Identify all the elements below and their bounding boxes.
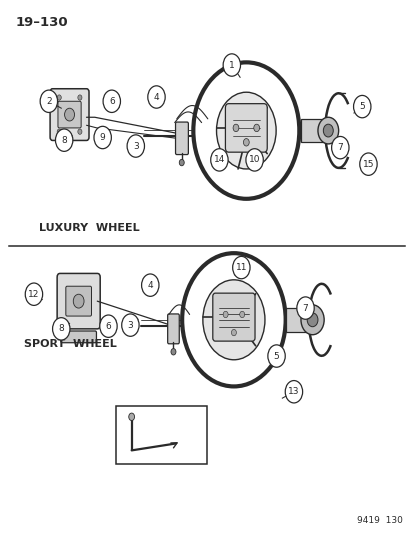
Circle shape	[296, 297, 313, 319]
Circle shape	[141, 274, 159, 296]
Circle shape	[223, 311, 228, 318]
Circle shape	[331, 136, 348, 159]
Text: 7: 7	[302, 304, 308, 312]
FancyBboxPatch shape	[301, 119, 328, 142]
Circle shape	[57, 95, 61, 100]
Circle shape	[253, 124, 259, 132]
Circle shape	[25, 283, 43, 305]
Text: 19–130: 19–130	[16, 16, 68, 29]
Circle shape	[216, 92, 275, 169]
Text: 8: 8	[61, 136, 67, 144]
Text: 12: 12	[28, 290, 40, 298]
Circle shape	[243, 139, 249, 146]
Circle shape	[147, 86, 165, 108]
Text: 11: 11	[235, 263, 247, 272]
Text: 7: 7	[337, 143, 342, 152]
Circle shape	[233, 124, 238, 132]
Circle shape	[128, 413, 134, 421]
Circle shape	[171, 349, 176, 355]
Circle shape	[100, 315, 117, 337]
Text: 9419  130: 9419 130	[356, 516, 401, 525]
Text: 6: 6	[109, 97, 114, 106]
Text: 5: 5	[273, 352, 279, 360]
Circle shape	[78, 95, 82, 100]
Circle shape	[317, 117, 338, 144]
Text: 3: 3	[133, 142, 138, 150]
Circle shape	[57, 129, 61, 134]
FancyBboxPatch shape	[57, 273, 100, 329]
FancyBboxPatch shape	[167, 314, 179, 344]
FancyBboxPatch shape	[61, 331, 96, 343]
Circle shape	[285, 381, 302, 403]
Circle shape	[210, 149, 228, 171]
FancyBboxPatch shape	[116, 406, 206, 464]
Circle shape	[267, 345, 285, 367]
Text: 3: 3	[127, 321, 133, 329]
FancyBboxPatch shape	[225, 103, 267, 152]
FancyBboxPatch shape	[58, 101, 81, 128]
FancyBboxPatch shape	[50, 88, 89, 140]
Circle shape	[121, 314, 139, 336]
Circle shape	[202, 280, 264, 360]
Circle shape	[231, 329, 236, 336]
Text: 4: 4	[147, 281, 153, 289]
Text: 10: 10	[248, 156, 260, 164]
Circle shape	[245, 149, 263, 171]
Circle shape	[94, 126, 111, 149]
Text: 15: 15	[362, 160, 373, 168]
Circle shape	[78, 129, 82, 134]
Circle shape	[127, 135, 144, 157]
Circle shape	[223, 54, 240, 76]
Circle shape	[323, 124, 332, 137]
FancyBboxPatch shape	[285, 308, 312, 332]
Text: 4: 4	[153, 93, 159, 101]
Text: 8: 8	[58, 325, 64, 333]
Text: LUXURY  WHEEL: LUXURY WHEEL	[39, 223, 140, 233]
Text: SPORT  WHEEL: SPORT WHEEL	[24, 339, 116, 349]
Text: 2: 2	[46, 97, 52, 106]
Circle shape	[103, 90, 120, 112]
Circle shape	[52, 318, 70, 340]
FancyBboxPatch shape	[66, 286, 91, 316]
Circle shape	[306, 313, 317, 327]
Circle shape	[179, 159, 184, 166]
Circle shape	[64, 108, 74, 121]
Circle shape	[55, 129, 73, 151]
Text: 9: 9	[100, 133, 105, 142]
FancyBboxPatch shape	[175, 122, 188, 155]
Text: 14: 14	[213, 156, 225, 164]
Text: 1: 1	[228, 61, 234, 69]
Circle shape	[300, 305, 323, 335]
FancyBboxPatch shape	[212, 293, 254, 341]
Text: 13: 13	[287, 387, 299, 396]
Circle shape	[40, 90, 57, 112]
Circle shape	[353, 95, 370, 118]
Circle shape	[359, 153, 376, 175]
Circle shape	[73, 294, 84, 308]
Text: 6: 6	[105, 322, 111, 330]
Text: 5: 5	[358, 102, 364, 111]
Circle shape	[232, 256, 249, 279]
Circle shape	[239, 311, 244, 318]
